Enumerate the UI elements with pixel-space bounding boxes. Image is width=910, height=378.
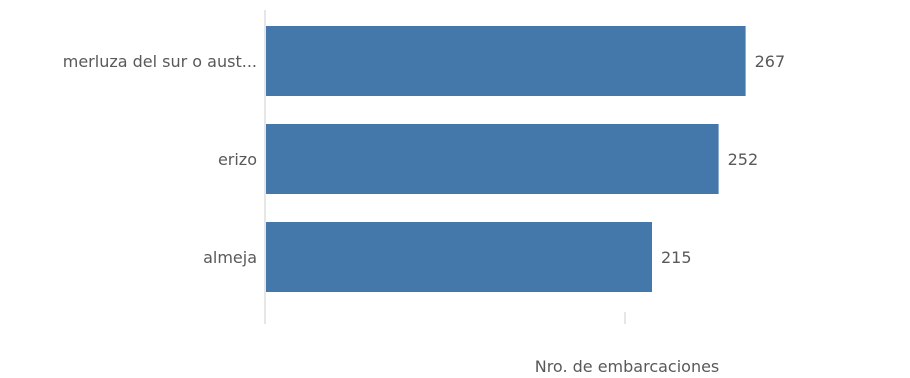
value-label: 252 [728, 150, 759, 169]
category-label: almeja [203, 248, 257, 267]
x-axis-ticks [264, 312, 626, 324]
value-labels: 267 252 215 [661, 52, 785, 267]
bar[interactable] [266, 124, 719, 194]
x-axis-title: Nro. de embarcaciones [535, 357, 720, 374]
value-label: 267 [755, 52, 786, 71]
bar[interactable] [266, 26, 746, 96]
category-label: erizo [218, 150, 257, 169]
bars-group [266, 26, 746, 292]
category-label: merluza del sur o aust... [63, 52, 257, 71]
value-label: 215 [661, 248, 692, 267]
bar[interactable] [266, 222, 652, 292]
category-labels: merluza del sur o aust... erizo almeja [63, 52, 257, 267]
